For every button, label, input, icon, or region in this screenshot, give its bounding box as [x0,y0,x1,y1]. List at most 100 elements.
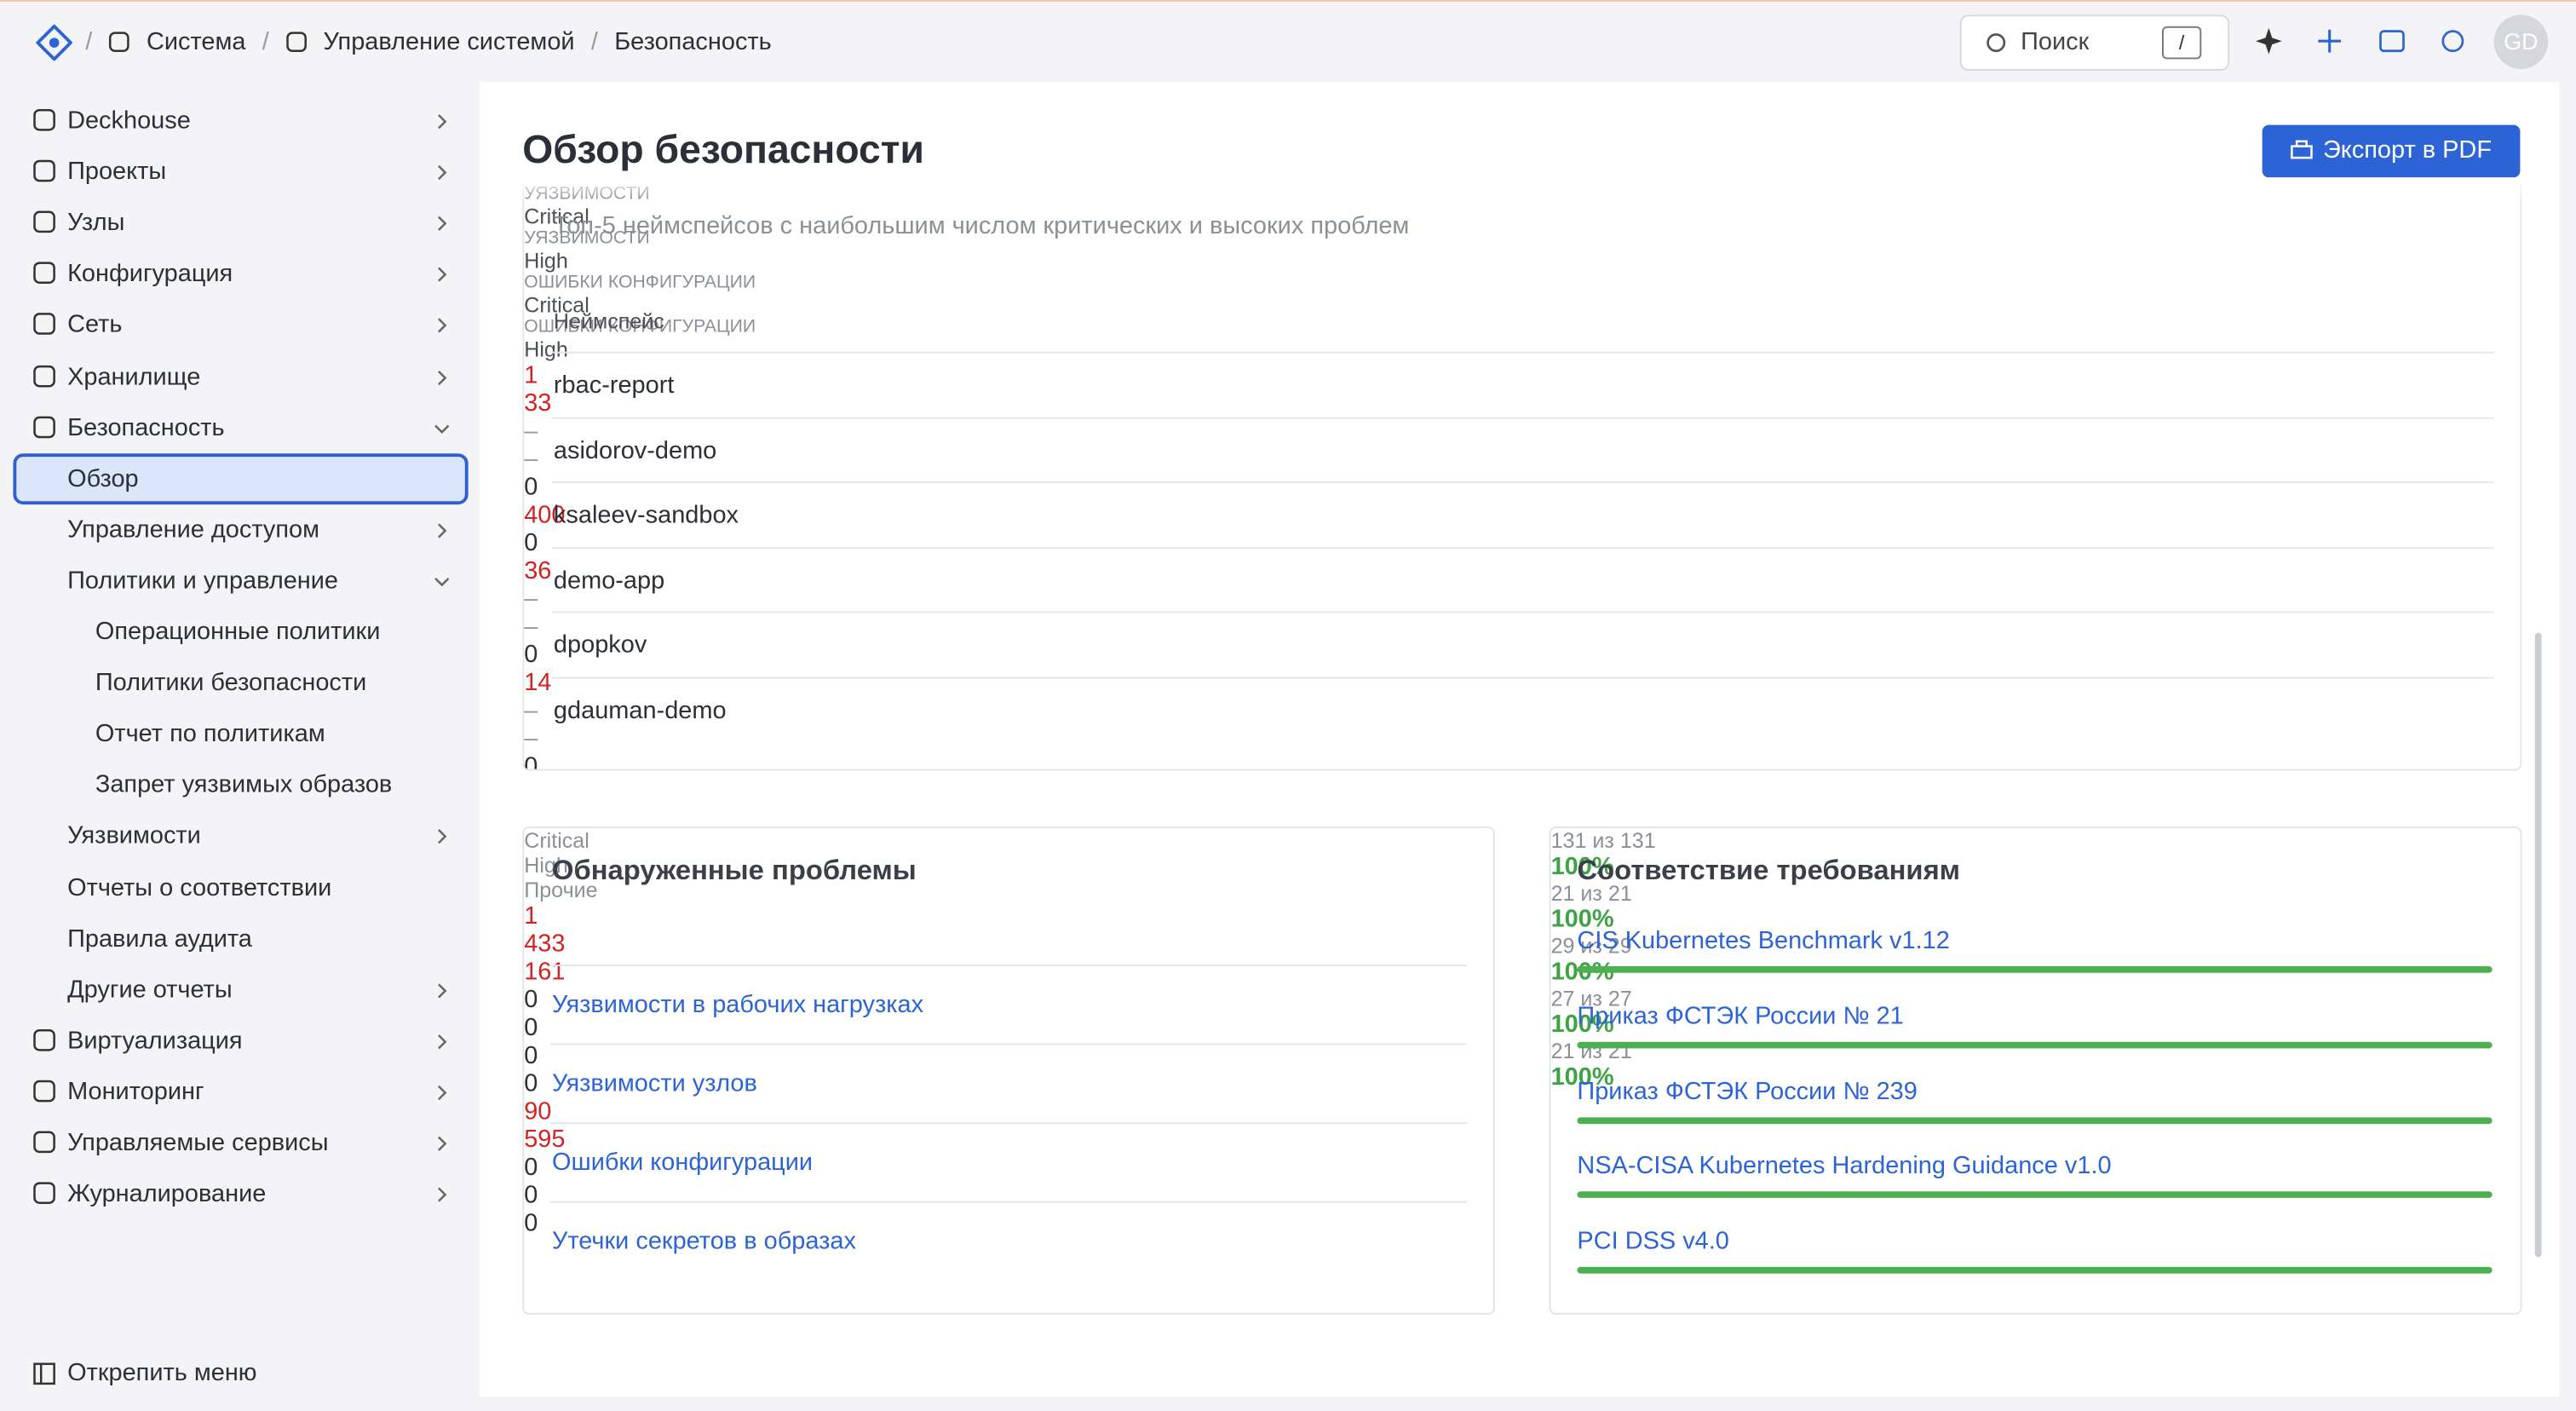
column-header: High [524,337,568,362]
sidebar-item[interactable]: Виртуализация [13,1015,468,1066]
breadcrumb-item[interactable]: Управление системой [323,27,575,56]
table-caption: Топ-5 неймспейсов с наибольшим числом кр… [553,211,1410,240]
avatar[interactable]: GD [2493,14,2549,69]
column-header: Critical [524,827,589,853]
chevron-shape [438,982,447,998]
sidebar-item[interactable]: Уязвимости [13,811,468,862]
sidebar-icon [33,415,55,438]
namespace-name: gdauman-demo [553,695,727,724]
progress-bar [1577,1116,2493,1124]
sidebar-label: Обзор [67,464,139,492]
standard-link[interactable]: Приказ ФСТЭК России № 21 [1577,1002,1904,1030]
sidebar-label: Политики безопасности [95,669,367,697]
export-button[interactable]: Экспорт в PDF [2262,124,2521,178]
namespaces-card: Топ-5 неймспейсов с наибольшим числом кр… [522,183,2522,771]
logo[interactable] [36,24,72,61]
help-icon[interactable] [2441,30,2464,53]
problem-link[interactable]: Уязвимости в рабочих нагрузках [551,990,924,1019]
sidebar-item[interactable]: Другие отчеты [13,964,468,1015]
problem-link[interactable]: Уязвимости узлов [551,1069,757,1098]
add-icon[interactable] [2318,29,2342,53]
breadcrumb-item: Безопасность [614,27,772,56]
sidebar-item[interactable]: Мониторинг [13,1066,468,1117]
unpin-menu[interactable]: Открепить меню [67,1358,257,1387]
sidebar-item[interactable]: Управляемые сервисы [13,1117,468,1168]
sidebar-item[interactable]: Проекты [13,147,468,198]
cell-value: 0 [524,473,538,502]
sidebar-item[interactable]: Правила аудита [13,913,468,965]
sidebar-icon [33,313,55,336]
sidebar-item[interactable]: Узлы [13,198,468,249]
progress-bar [1577,965,2493,973]
standard-link[interactable]: Приказ ФСТЭК России № 239 [1577,1077,1918,1106]
chevron-shape [438,522,447,538]
sidebar-label: Безопасность [67,413,225,442]
column-header: Неймспейс [553,308,664,334]
sidebar-label: Политики и управление [67,567,339,595]
cell-value: 0 [524,641,538,669]
sidebar-item[interactable]: Политики и управление [13,556,468,607]
icon-shape [33,108,55,131]
icon-shape [33,415,55,438]
sidebar-item[interactable]: Запрет уязвимых образов [13,760,468,811]
breadcrumb-item[interactable]: Система [146,27,246,56]
chevron [438,1136,447,1151]
sidebar-label: Сеть [67,311,123,340]
standard-link[interactable]: NSA-CISA Kubernetes Hardening Guidance v… [1577,1152,2112,1181]
chevron-shape [438,1187,447,1202]
sidebar-icon [33,210,55,233]
chevron [438,1187,447,1202]
problem-link[interactable]: Ошибки конфигурации [551,1149,814,1177]
cell-value: – [524,417,538,446]
cell-value: – [524,445,538,474]
sidebar-label: Конфигурация [67,260,233,289]
sidebar-item[interactable]: Сеть [13,300,468,351]
search-box[interactable]: Поиск / [1959,14,2230,71]
sidebar-item[interactable]: Deckhouse [13,95,468,147]
standard-link[interactable]: CIS Kubernetes Benchmark v1.12 [1577,926,1950,955]
column-group: ОШИБКИ КОНФИГУРАЦИИ [524,317,756,337]
progress-bar [1577,1041,2493,1049]
requirement-count: 27 из 27 [1550,986,1632,1011]
chevron-shape [438,370,447,385]
row-divider [550,1122,1468,1125]
chevron [438,1085,447,1100]
sidebar-icon [33,1182,55,1205]
sidebar-item[interactable]: Конфигурация [13,249,468,300]
sidebar-item[interactable]: Политики безопасности [13,658,468,709]
terminal-icon[interactable] [2379,30,2406,53]
namespace-name: ksaleev-sandbox [553,501,739,529]
problem-link[interactable]: Утечки секретов в образах [551,1227,856,1256]
sidebar-label: Правила аудита [67,924,252,953]
sidebar-item[interactable]: Управление доступом [13,504,468,556]
chevron-shape [438,268,447,283]
sidebar-item[interactable]: Безопасность [13,402,468,453]
ai-icon[interactable] [2255,27,2282,55]
chevron-shape [438,829,447,844]
column-header: Critical [524,292,589,318]
sidebar-icon [33,1131,55,1154]
card-title: Соответствие требованиям [1577,854,1960,886]
chevron-shape [434,577,450,587]
cell-value: 161 [524,958,566,987]
icon-shape [285,32,307,53]
compliance-percent: 100% [1550,852,1614,881]
sidebar-item[interactable]: Обзор [13,452,469,504]
column-header: Critical [524,204,589,229]
requirement-count: 21 из 21 [1550,880,1632,906]
chevron-shape [438,319,447,334]
sidebar-item[interactable]: Хранилище [13,351,468,402]
sidebar-item[interactable]: Операционные политики [13,607,468,658]
cell-value: 0 [524,1013,538,1042]
breadcrumb-separator: / [262,27,269,56]
chevron-shape [438,1085,447,1100]
row-divider [551,351,2494,354]
namespace-name: asidorov-demo [553,436,717,464]
sidebar-item[interactable]: Отчет по политикам [13,709,468,760]
cell-value: 0 [524,1153,538,1182]
sidebar-item[interactable]: Журналирование [13,1168,468,1219]
standard-link[interactable]: PCI DSS v4.0 [1577,1228,1729,1256]
namespace-name: rbac-report [553,371,675,400]
sidebar-item[interactable]: Отчеты о соответствии [13,862,468,913]
